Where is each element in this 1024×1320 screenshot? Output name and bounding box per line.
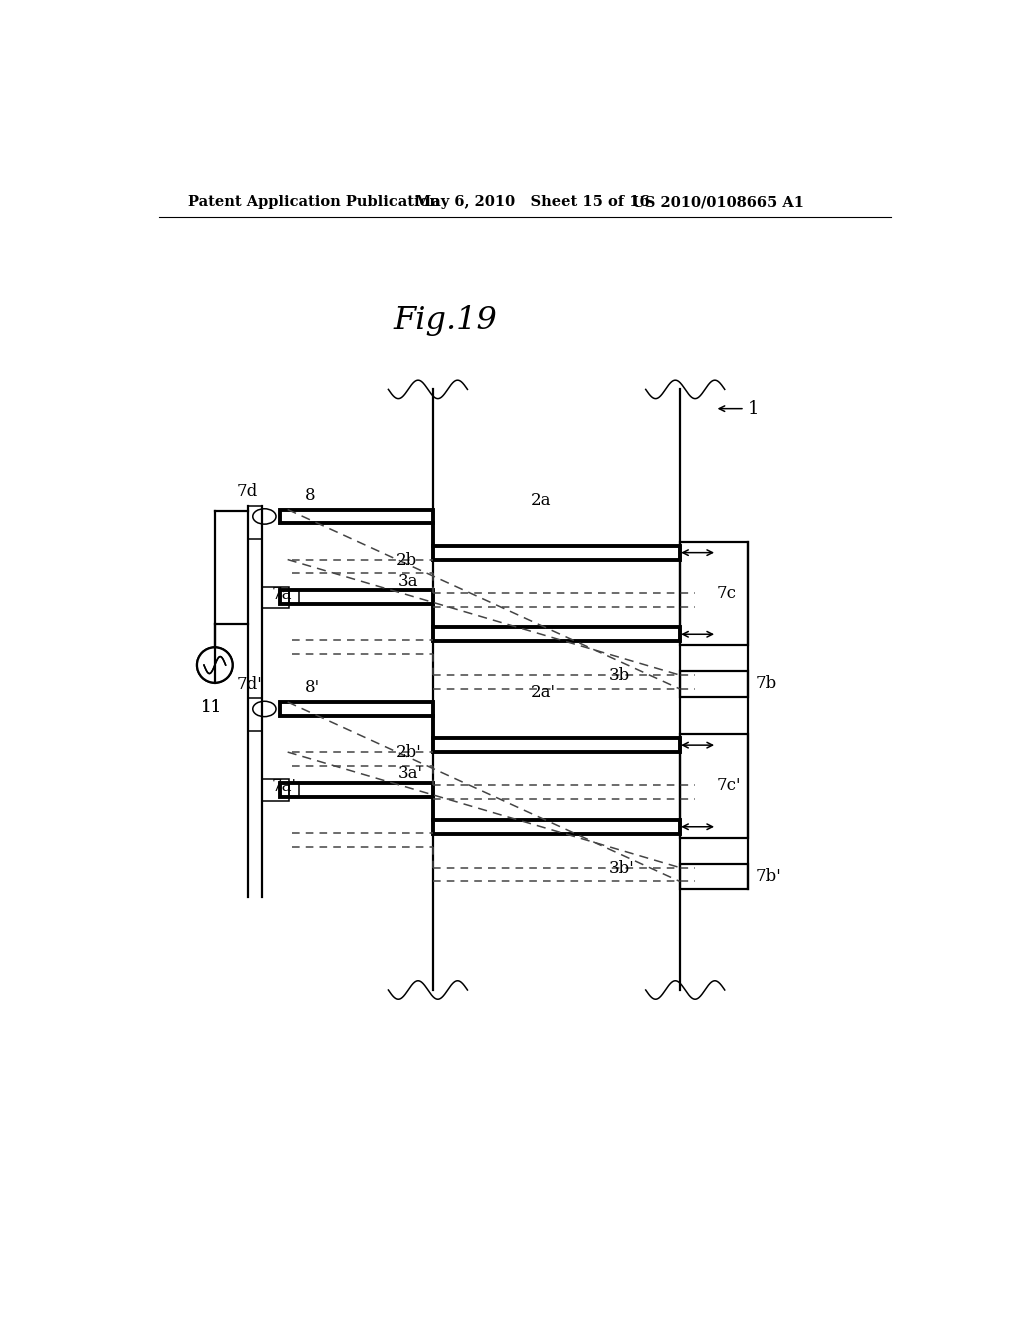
Bar [280,702,432,715]
Bar [680,734,748,838]
Text: 2a: 2a [531,492,552,510]
Text: 3b': 3b' [608,859,634,876]
Bar [248,506,262,539]
Text: 8: 8 [305,487,315,503]
Bar [289,783,299,797]
Bar [289,590,299,605]
Text: 7a': 7a' [271,779,296,796]
Text: 7b': 7b' [756,869,781,884]
Bar [680,863,748,890]
Text: 7c': 7c' [717,777,741,795]
Text: 11: 11 [201,698,222,715]
Bar [280,783,432,797]
Text: May 6, 2010   Sheet 15 of 16: May 6, 2010 Sheet 15 of 16 [415,195,649,210]
Text: 7c: 7c [717,585,737,602]
Bar [680,543,748,645]
Bar [280,510,432,523]
Text: 7a: 7a [271,586,292,603]
Text: 3a': 3a' [397,766,423,783]
Text: 2b: 2b [395,552,417,569]
Ellipse shape [253,508,276,524]
Bar [262,586,289,609]
Text: 3a: 3a [397,573,418,590]
Text: US 2010/0108665 A1: US 2010/0108665 A1 [632,195,804,210]
Bar [262,779,289,800]
Bar [248,698,262,731]
Text: 7d: 7d [237,483,258,500]
Text: 7b: 7b [756,676,777,693]
Bar [432,627,680,642]
Bar [432,545,680,560]
Text: 2a': 2a' [531,684,556,701]
Bar [680,671,748,697]
Circle shape [197,647,232,682]
Text: 7d': 7d' [237,676,262,693]
Bar [432,820,680,834]
Bar [432,738,680,752]
Ellipse shape [253,701,276,717]
Text: 1: 1 [748,400,760,417]
Text: Fig.19: Fig.19 [394,305,498,335]
Text: 11: 11 [201,698,222,715]
Text: Patent Application Publication: Patent Application Publication [188,195,440,210]
Text: 8': 8' [305,678,319,696]
Text: 3b: 3b [608,668,630,685]
Bar [280,590,432,605]
Text: 2b': 2b' [395,744,421,762]
